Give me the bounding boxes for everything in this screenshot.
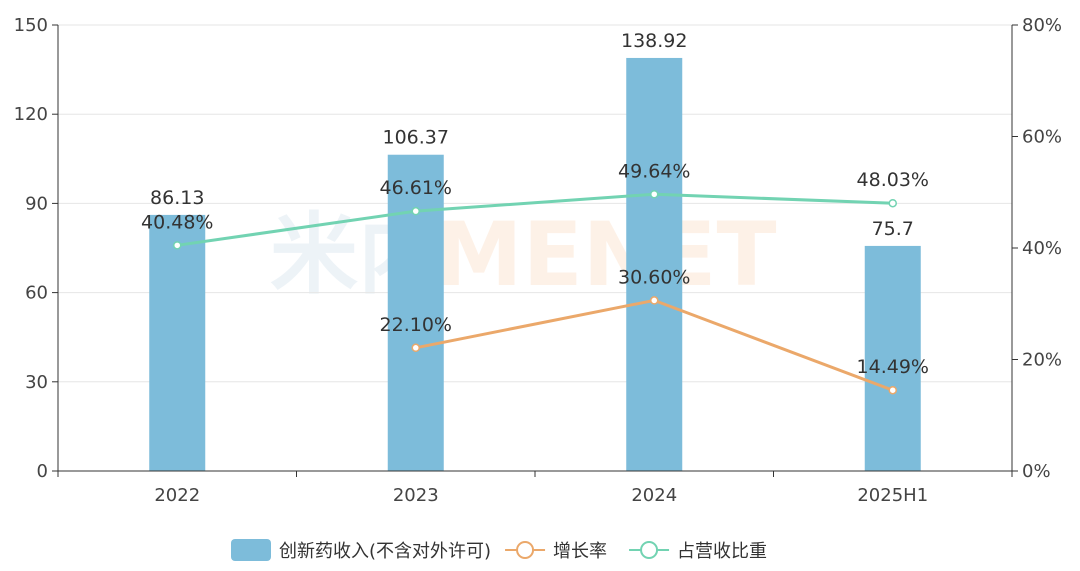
legend-swatch-marker — [516, 541, 535, 559]
line-point — [173, 241, 182, 250]
bar — [864, 245, 921, 471]
x-axis-tick-label: 2022 — [154, 485, 200, 506]
left-axis-tick-label: 0 — [37, 461, 48, 482]
bar-value-label: 86.13 — [150, 187, 204, 209]
line-point — [650, 190, 659, 199]
left-axis-tick-label: 30 — [25, 372, 48, 393]
line-point — [411, 206, 420, 216]
line-value-label: 48.03% — [857, 169, 929, 191]
line-point — [411, 343, 420, 353]
legend-label: 增长率 — [553, 541, 607, 562]
left-axis-tick-label: 120 — [14, 104, 48, 125]
legend[interactable]: 创新药收入(不含对外许可) 增长率 占营收比重 — [231, 539, 767, 562]
x-axis-tick-label: 2024 — [631, 485, 677, 506]
right-axis-tick-label: 0% — [1022, 461, 1051, 482]
axes: 0 30 60 90 120 150 0% 20% 40% 60% 80% 2022 2023 2024 2… — [14, 15, 1062, 506]
legend-label: 占营收比重 — [677, 541, 767, 562]
line-value-label: 30.60% — [618, 266, 690, 288]
right-axis-tick-label: 20% — [1022, 350, 1062, 371]
line-value-label: 49.64% — [618, 160, 690, 182]
line-value-label: 14.49% — [857, 356, 929, 378]
legend-swatch-bar — [231, 539, 271, 561]
line-revenue-share — [177, 192, 893, 247]
right-axis-tick-label: 80% — [1022, 15, 1062, 36]
x-axis-tick-label: 2023 — [393, 485, 439, 506]
left-axis-tick-label: 150 — [14, 15, 48, 36]
line-value-label: 22.10% — [380, 314, 452, 336]
bar-value-label: 138.92 — [621, 30, 687, 52]
left-axis-tick-label: 60 — [25, 283, 48, 304]
bar-series — [149, 57, 921, 472]
line-value-label: 46.61% — [380, 177, 452, 199]
bar-value-label: 106.37 — [383, 127, 449, 149]
legend-label: 创新药收入(不含对外许可) — [279, 541, 491, 562]
data-labels: 86.13 106.37 138.92 75.7 22.10% 30.60% 14.49% 4… — [141, 30, 929, 378]
bar — [149, 214, 206, 471]
line-value-label: 40.48% — [141, 211, 213, 233]
line-point — [888, 198, 897, 208]
right-axis-tick-label: 40% — [1022, 238, 1062, 259]
left-axis-tick-label: 90 — [25, 193, 48, 214]
bar — [626, 57, 683, 472]
legend-swatch-marker — [640, 541, 659, 559]
line-series — [173, 190, 897, 395]
watermark: 米内 MENET — [270, 203, 776, 306]
bar-value-label: 75.7 — [872, 218, 914, 240]
x-axis-tick-label: 2025H1 — [857, 485, 928, 506]
right-axis-tick-label: 60% — [1022, 127, 1062, 148]
line-point — [650, 296, 659, 305]
line-point — [888, 385, 897, 395]
watermark-en: MENET — [435, 203, 776, 306]
